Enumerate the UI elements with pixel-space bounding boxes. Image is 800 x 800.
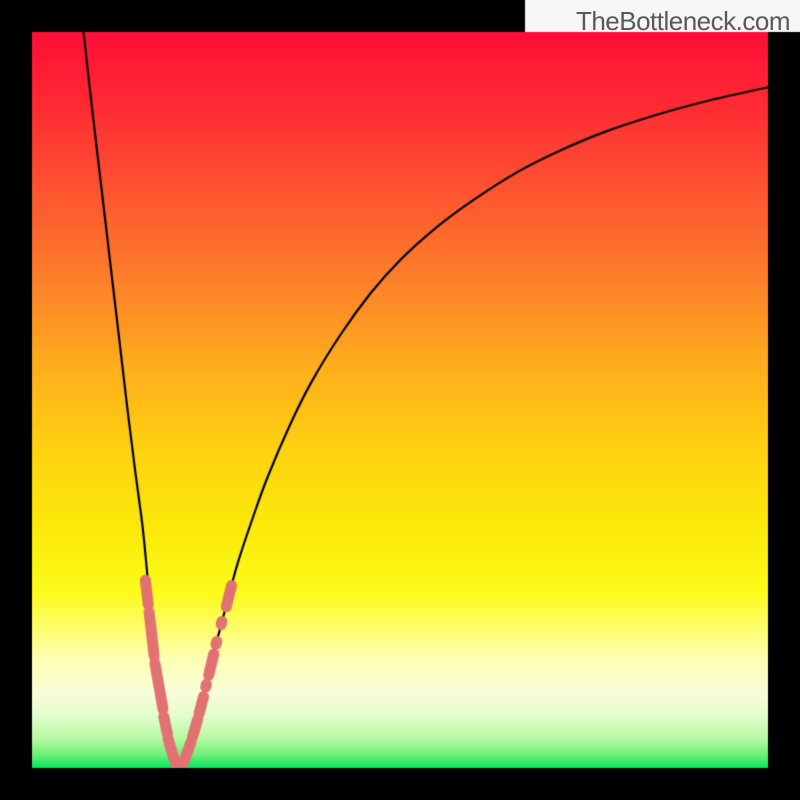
watermark-text: TheBottleneck.com	[576, 6, 790, 37]
bottleneck-chart-canvas	[0, 0, 800, 800]
chart-container: TheBottleneck.com	[0, 0, 800, 800]
